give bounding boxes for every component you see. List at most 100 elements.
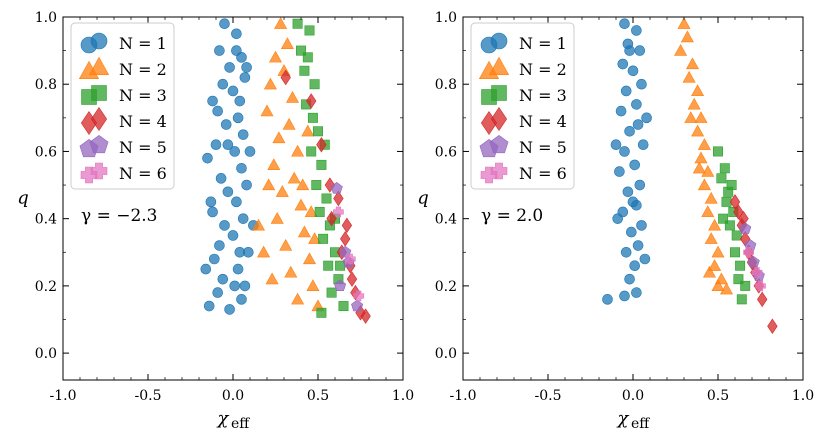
data-point [302,252,317,265]
data-point [304,205,318,218]
gamma-annotation: γ = −2.3 [81,206,158,226]
data-point [333,206,344,218]
series-2 [251,17,325,312]
data-point [244,146,256,157]
data-point [353,290,365,302]
data-point [231,196,242,208]
data-point [304,25,315,36]
y-axis-label: q [17,188,29,209]
data-point [641,112,652,124]
data-point [294,198,308,211]
legend-marker [491,85,507,101]
data-point [719,163,730,174]
data-point [619,290,630,302]
data-point [287,171,301,184]
legend-entry: N = 4 [480,106,567,136]
data-point [214,240,225,251]
data-point [285,91,300,103]
data-point [227,85,239,97]
data-point [351,299,364,312]
x-tick-label: 0.5 [307,388,329,404]
legend-label: N = 5 [519,138,567,157]
legend-marker [89,135,109,154]
data-point [620,85,632,97]
data-point [214,45,225,56]
data-point [314,206,325,217]
data-point [716,173,727,184]
legend-label: N = 1 [519,34,567,53]
series-2 [674,17,734,295]
data-point [629,159,641,171]
legend-entry: N = 5 [79,135,167,158]
data-point [272,131,286,144]
series-6 [743,246,766,292]
data-point [313,126,323,137]
data-point [624,125,635,137]
data-point [701,205,715,218]
y-tick-label: 0.2 [35,279,57,295]
data-point [260,104,274,117]
data-point [236,162,247,174]
x-axis-label: χ [616,408,630,429]
data-point [751,267,763,278]
y-tick-label: 0.0 [435,346,457,362]
data-point [229,280,240,292]
data-point [726,180,737,191]
data-point [318,233,329,244]
data-point [284,265,298,278]
data-point [212,287,223,298]
data-point [263,77,277,90]
data-point [292,18,303,29]
x-tick-label: 0.0 [622,388,644,404]
x-tick-label: 1.0 [792,388,814,404]
data-point [729,194,741,210]
data-point [704,191,718,204]
data-point [296,178,310,191]
data-point [634,179,646,191]
data-point [711,279,725,291]
data-point [620,246,632,258]
legend-label: N = 5 [119,138,167,157]
data-point [615,105,627,117]
data-point [306,93,317,109]
data-point [731,230,742,241]
x-tick-label: 0.0 [222,388,244,404]
x-axis-label: χ [216,408,230,429]
y-tick-label: 0.0 [35,346,57,362]
legend-label: N = 4 [119,112,167,131]
data-point [691,124,705,137]
data-point [632,119,644,130]
y-tick-label: 1.0 [435,10,457,26]
data-point [711,245,725,258]
data-point [708,259,722,271]
legend-label: N = 6 [119,164,167,183]
panel-right: -1.0 -0.5 0.0 0.5 1.0 0.0 0.2 0.4 0.6 0.8 1.0 χ eff q… [417,10,814,432]
series-1 [602,18,652,305]
data-point [222,186,234,198]
data-point [301,124,315,137]
data-point [232,112,244,124]
data-point [625,226,637,238]
data-point [274,17,288,29]
data-point [639,253,651,265]
legend-label: N = 2 [519,60,567,79]
legend-marker [90,32,108,50]
series-6 [333,206,365,302]
series-3 [292,18,349,318]
data-point [231,28,242,40]
data-point [231,45,242,56]
data-point [220,119,232,130]
legend-entry: N = 3 [81,85,167,105]
legend-marker [489,135,509,154]
data-point [708,218,722,231]
data-point [296,45,306,56]
data-point [680,30,694,43]
data-point [207,95,218,107]
legend-entry: N = 6 [80,162,167,184]
data-point [207,206,218,218]
y-tick-label: 0.8 [435,77,457,93]
data-point [629,260,641,272]
data-point [291,144,305,157]
panel-left: -1.0 -0.5 0.0 0.5 1.0 0.0 0.2 0.4 0.6 0.8 1.0 χ eff q… [17,10,414,432]
